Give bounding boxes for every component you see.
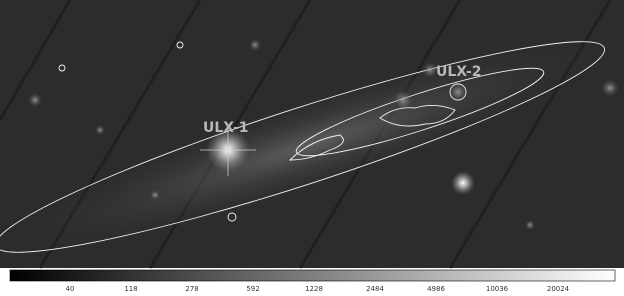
colorbar-tick-label: 278 <box>185 285 198 293</box>
colorbar-tick-label: 4986 <box>427 285 445 293</box>
colorbar-tick-label: 118 <box>124 285 137 293</box>
colorbar-tick-label: 20024 <box>547 285 570 293</box>
sky-image: ULX-1 ULX-2 <box>0 0 624 287</box>
colorbar-tick-label: 2484 <box>366 285 384 293</box>
colorbar-tick-label: 1228 <box>305 285 323 293</box>
colorbar: 40 118 278 592 1228 2484 4986 10036 20024 <box>10 270 615 293</box>
figure: ULX-1 ULX-2 40 118 278 592 1228 2484 4986 10036… <box>0 0 624 296</box>
source-label: ULX-1 <box>203 120 249 136</box>
colorbar-tick-label: 40 <box>66 285 75 293</box>
colorbar-tick-label: 592 <box>246 285 259 293</box>
source-label: ULX-2 <box>436 64 482 80</box>
colorbar-tick-label: 10036 <box>486 285 509 293</box>
